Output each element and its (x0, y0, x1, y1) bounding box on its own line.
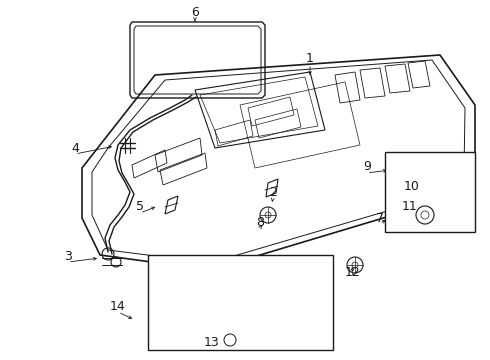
Bar (148, 255, 333, 350)
Bar (385, 152, 475, 232)
Text: 9: 9 (363, 161, 371, 174)
Text: 12: 12 (345, 266, 361, 279)
Text: 5: 5 (136, 201, 144, 213)
Text: 3: 3 (64, 249, 72, 262)
Text: 8: 8 (256, 216, 264, 229)
Text: 4: 4 (71, 141, 79, 154)
Text: 10: 10 (404, 180, 420, 193)
Text: 14: 14 (110, 300, 126, 312)
Text: 1: 1 (306, 51, 314, 64)
Text: 7: 7 (376, 211, 384, 225)
Text: 13: 13 (204, 336, 220, 348)
Text: 11: 11 (402, 199, 418, 212)
Text: 2: 2 (269, 185, 277, 198)
Text: 6: 6 (191, 5, 199, 18)
